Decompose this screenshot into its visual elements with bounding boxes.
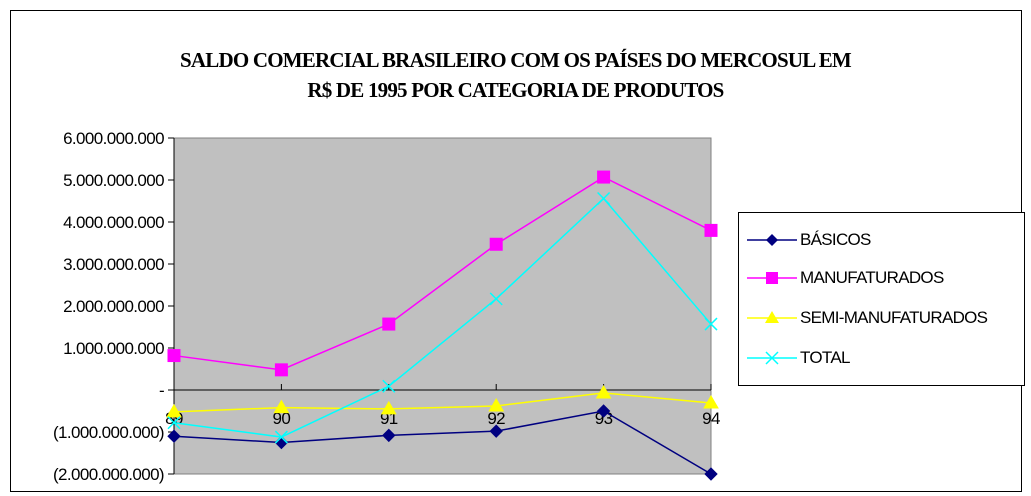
data-point-basicos [167,429,181,443]
data-point-total [704,317,718,331]
legend-label: TOTAL [800,348,850,367]
data-point-manufaturados [382,317,396,331]
series-line-basicos [173,410,712,475]
data-point-manufaturados [489,237,503,251]
legend-swatch [747,351,797,365]
data-point-total [597,191,611,206]
data-point-semi-manufaturados [380,400,397,415]
legend: BÁSICOS MANUFATURADOS SEMI-MANUFATURADOS TO… [738,212,1025,386]
legend-swatch [747,234,797,246]
data-point-total [382,379,396,393]
series-semi-manufaturados [166,384,719,418]
legend-label: BÁSICOS [800,230,871,249]
data-point-manufaturados [274,363,288,377]
legend-marker-square [766,272,778,284]
legend-marker-x [765,351,779,365]
legend-item-semi-manufaturados: SEMI-MANUFATURADOS [739,305,1024,331]
data-point-manufaturados [167,349,181,363]
y-tick-label: (2.000.000.000) [53,465,164,484]
data-point-basicos [704,467,718,481]
data-point-basicos [489,424,503,438]
legend-marker-triangle [765,311,779,323]
x-tick-label: 90 [273,409,291,428]
data-point-manufaturados [597,170,611,184]
series-manufaturados [167,170,718,377]
data-point-semi-manufaturados [166,403,182,418]
y-tick-label: 5.000.000.000 [63,171,164,190]
chart-title: SALDO COMERCIAL BRASILEIRO COM OS PAÍSES… [0,45,1031,105]
series-line-manufaturados [173,176,712,371]
y-tick-label: 2.000.000.000 [63,297,164,316]
data-point-semi-manufaturados [595,384,612,399]
legend-label: SEMI-MANUFATURADOS [800,308,988,327]
data-point-semi-manufaturados [488,397,505,412]
y-tick-label: 1.000.000.000 [63,339,164,358]
chart-title-line-1: SALDO COMERCIAL BRASILEIRO COM OS PAÍSES… [180,48,852,72]
series-line-semi-manufaturados [173,392,712,413]
legend-item-total: TOTAL [739,345,1024,371]
y-tick-label: (1.000.000.000) [53,423,164,442]
data-point-total [167,416,181,430]
chart-title-line-2: R$ DE 1995 POR CATEGORIA DE PRODUTOS [307,78,724,102]
y-tick-label: 3.000.000.000 [63,255,164,274]
y-tick-label: 4.000.000.000 [63,213,164,232]
x-tick-label: 94 [702,409,720,428]
plot-area [173,137,712,475]
data-point-semi-manufaturados [273,399,290,414]
series-line-total [173,197,712,438]
legend-item-manufaturados: MANUFATURADOS [739,265,1024,291]
data-point-basicos [382,428,396,443]
legend-marker-diamond [766,234,778,246]
data-point-total [489,292,503,306]
legend-swatch [747,272,797,284]
data-point-manufaturados [704,223,718,237]
data-point-semi-manufaturados [703,395,719,409]
legend-swatch [747,311,797,323]
data-point-total [274,430,288,444]
series-total [167,191,718,444]
y-tick-label: - [159,381,164,400]
x-tick-label: 92 [487,409,505,428]
legend-item-basicos: BÁSICOS [739,227,1024,253]
y-tick-label: 6.000.000.000 [63,129,164,148]
data-point-basicos [596,404,611,418]
legend-label: MANUFATURADOS [800,268,944,287]
